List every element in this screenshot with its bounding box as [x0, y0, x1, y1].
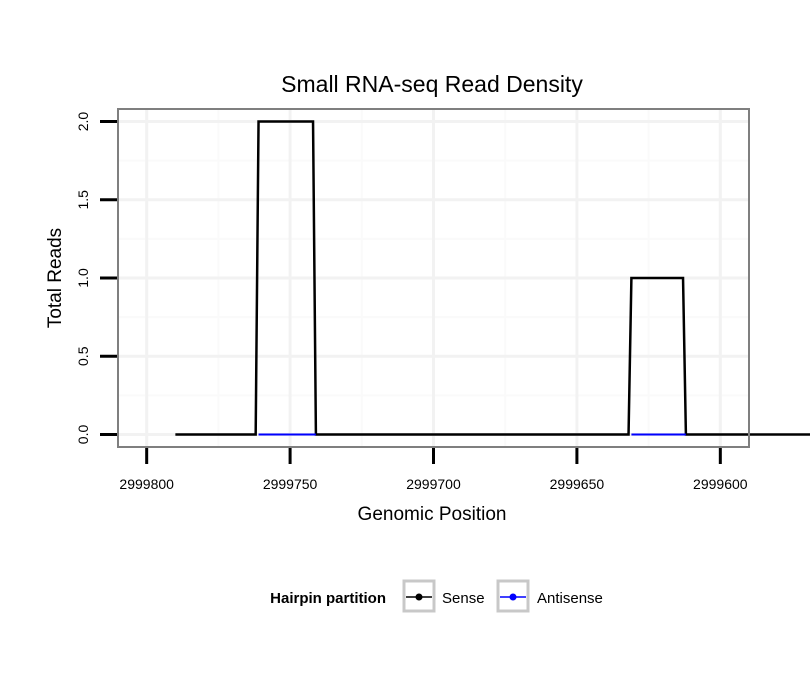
- x-tick-label: 2999650: [550, 476, 605, 492]
- y-axis-label: Total Reads: [45, 228, 66, 328]
- plot-border: [117, 108, 750, 448]
- x-tick-label: 2999700: [406, 476, 461, 492]
- y-tick-label: 0.5: [75, 346, 91, 366]
- chart-title: Small RNA-seq Read Density: [281, 71, 583, 97]
- y-tick-label: 1.0: [75, 268, 91, 288]
- x-axis: 2999800 2999750 2999700 2999650 2999600: [119, 448, 748, 492]
- x-tick-label: 2999600: [693, 476, 748, 492]
- x-tick-label: 2999750: [263, 476, 318, 492]
- x-axis-label: Genomic Position: [358, 504, 507, 525]
- legend-antisense-label: Antisense: [537, 590, 603, 607]
- legend: Hairpin partition Sense Antisense: [270, 579, 603, 613]
- legend-sense-label: Sense: [442, 590, 485, 607]
- legend-sense-marker: [415, 593, 423, 601]
- legend-title: Hairpin partition: [270, 590, 386, 607]
- series-sense-line: [175, 120, 810, 436]
- y-tick-label: 1.5: [75, 190, 91, 210]
- x-tick-label: 2999800: [119, 476, 174, 492]
- y-tick-label: 0.0: [75, 425, 91, 445]
- y-axis: 0.0 0.5 1.0 1.5 2.0: [75, 112, 117, 445]
- y-tick-label: 2.0: [75, 112, 91, 132]
- legend-antisense-marker: [509, 593, 517, 601]
- series-lines: [175, 120, 810, 436]
